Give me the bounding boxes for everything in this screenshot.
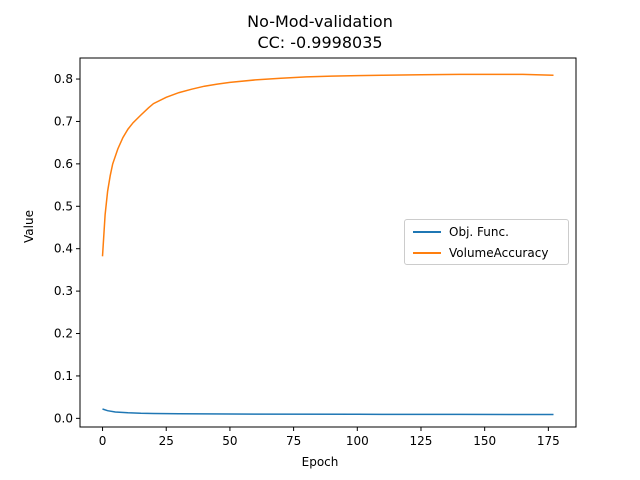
series-line-obj-func [102,408,554,416]
y-tick-label: 0.0 [54,411,73,425]
y-tick-label: 0.3 [54,284,73,298]
chart-legend: Obj. Func. VolumeAccuracy [404,219,569,265]
x-axis-label: Epoch [301,455,339,469]
x-tick-label: 125 [410,434,433,448]
plot-area-frame [79,57,577,428]
y-axis-label: Value [22,210,36,243]
y-tick-label: 0.8 [54,72,73,86]
y-tick-label: 0.4 [54,242,73,256]
x-tick-label: 50 [222,434,237,448]
x-tick-label: 0 [99,434,107,448]
legend-swatch-volume-accuracy [413,252,441,254]
series-line-volume-accuracy [101,73,554,257]
x-tick-label: 100 [346,434,369,448]
chart-subtitle: CC: -0.9998035 [257,33,383,52]
y-tick-label: 0.5 [54,199,73,213]
legend-label-volume-accuracy: VolumeAccuracy [449,246,549,260]
y-tick-label: 0.6 [54,157,73,171]
chart-title: No-Mod-validation [247,12,393,31]
x-tick-label: 150 [473,434,496,448]
legend-entry-obj-func: Obj. Func. [413,224,565,240]
legend-label-obj-func: Obj. Func. [449,225,509,239]
x-tick-label: 75 [286,434,301,448]
legend-entry-volume-accuracy: VolumeAccuracy [413,245,565,261]
legend-swatch-obj-func [413,231,441,233]
x-tick-label: 25 [159,434,174,448]
y-tick-label: 0.1 [54,369,73,383]
y-tick-label: 0.7 [54,114,73,128]
x-tick-label: 175 [537,434,560,448]
y-tick-label: 0.2 [54,327,73,341]
